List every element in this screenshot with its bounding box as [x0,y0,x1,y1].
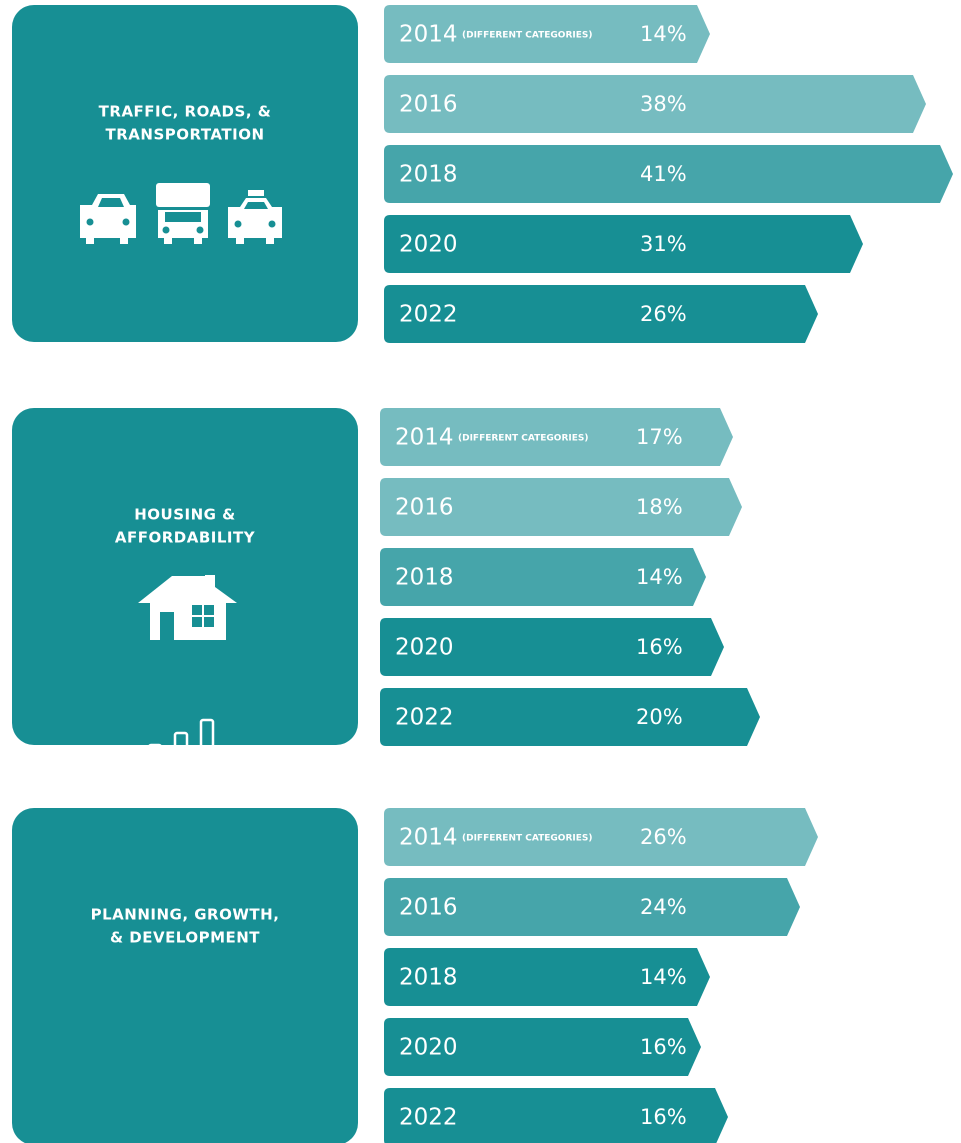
bar [380,688,760,746]
value-label: 20% [636,705,683,729]
value-label: 14% [636,565,683,589]
year-label: 2022 [399,302,458,328]
year-label: 2022 [399,1105,458,1131]
bar [384,75,926,133]
panels: TRAFFIC, ROADS, & TRANSPORTATION 2014 (DIFF… [12,5,953,1143]
value-label: 17% [636,425,683,449]
value-label: 14% [640,965,687,989]
bar [384,948,710,1006]
value-label: 16% [640,1105,687,1129]
category-panel [12,5,358,342]
bar [380,548,706,606]
taxi-icon [228,190,282,244]
year-label: 2022 [395,705,454,731]
value-label: 14% [640,22,687,46]
bar [384,215,863,273]
year-label: 2014 [395,425,454,451]
year-label: 2020 [399,232,458,258]
panel-title: HOUSING & [134,506,236,524]
panel-title: PLANNING, GROWTH, [91,906,280,924]
year-label: 2018 [399,965,458,991]
bar [384,285,818,343]
year-label: 2020 [395,635,454,661]
value-label: 26% [640,825,687,849]
note-label: (DIFFERENT CATEGORIES) [462,834,592,844]
bar [384,808,818,866]
value-label: 18% [636,495,683,519]
value-label: 31% [640,232,687,256]
year-label: 2016 [399,92,458,118]
note-label: (DIFFERENT CATEGORIES) [458,434,588,444]
year-label: 2016 [399,895,458,921]
year-label: 2020 [399,1035,458,1061]
value-label: 26% [640,302,687,326]
bar [384,5,710,63]
bar [380,408,733,466]
year-label: 2016 [395,495,454,521]
year-label: 2018 [399,162,458,188]
panel-title: TRAFFIC, ROADS, & [99,103,272,121]
bar [380,618,724,676]
panel-title: AFFORDABILITY [115,529,256,547]
bar [380,478,742,536]
value-label: 41% [640,162,687,186]
bar [384,1088,728,1143]
year-label: 2014 [399,825,458,851]
value-label: 16% [640,1035,687,1059]
house-icon [138,575,237,640]
bar [384,878,800,936]
value-label: 38% [640,92,687,116]
growth-icon [139,718,223,787]
year-label: 2014 [399,22,458,48]
panel-title: & DEVELOPMENT [110,929,260,947]
category-panel [12,808,358,1143]
year-label: 2018 [395,565,454,591]
bar [384,1018,701,1076]
value-label: 16% [636,635,683,659]
panel-title: TRANSPORTATION [106,126,265,144]
icons [80,183,282,787]
truck-icon [156,183,210,244]
car-icon [80,194,136,244]
bar [384,145,953,203]
value-label: 24% [640,895,687,919]
note-label: (DIFFERENT CATEGORIES) [462,31,592,41]
